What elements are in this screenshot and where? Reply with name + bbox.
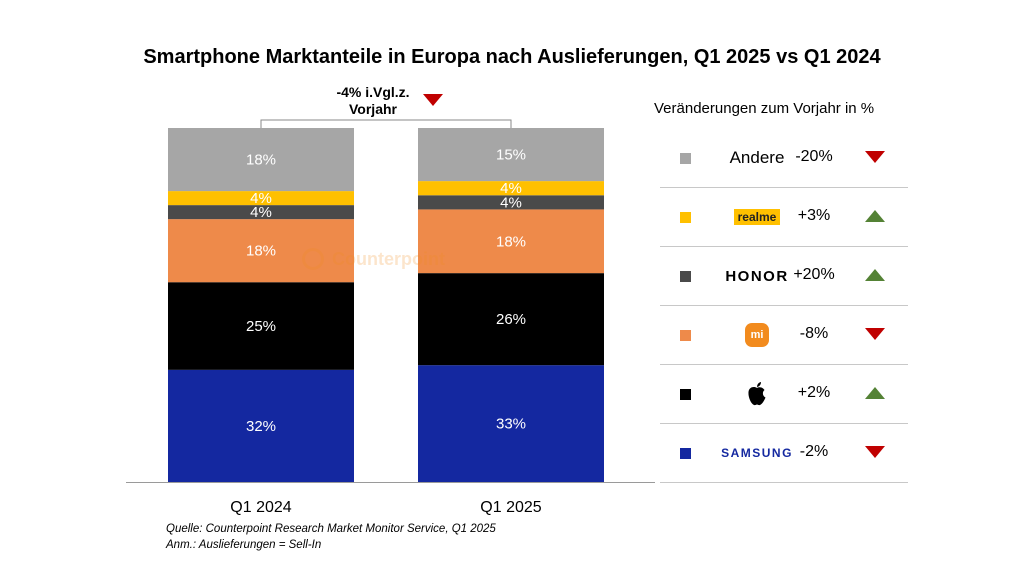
legend-row-samsung: SAMSUNG -2% [660,424,908,483]
bar-segment-realme [168,191,354,206]
legend-change-value: +20% [793,266,835,283]
legend-brand: mi [702,306,812,364]
legend-brand [702,365,812,423]
legend-brand: SAMSUNG [702,424,812,482]
bar-segment-mi [168,219,354,283]
data-label: 4% [500,194,522,211]
legend-swatch [680,271,691,282]
brand-label: Andere [729,148,785,167]
legend-brand: Andere [702,129,812,187]
data-label: 4% [500,180,522,197]
bar-segment-apple [418,273,604,366]
up-arrow-icon [865,387,885,399]
source-note: Quelle: Counterpoint Research Market Mon… [166,521,496,553]
legend-row-honor: HONOR +20% [660,247,908,306]
xiaomi-logo: mi [745,323,769,347]
note-line: Anm.: Auslieferungen = Sell-In [166,539,322,551]
legend-swatch [680,153,691,164]
bar-segment-andere [168,128,354,192]
data-label: 18% [246,152,276,169]
down-arrow-icon [865,328,885,340]
bar-segment-honor [418,195,604,210]
data-label: 4% [250,204,272,221]
data-label: 18% [496,233,526,250]
legend-brand: HONOR [702,247,812,305]
watermark: Counterpoint [302,248,445,270]
counterpoint-logo-icon [302,248,324,270]
legend-change-value: +2% [797,384,831,401]
legend-change-value: +3% [797,207,831,224]
legend-row-mi: mi -8% [660,306,908,365]
data-label: 26% [496,311,526,328]
up-arrow-icon [865,269,885,281]
realme-logo: realme [733,209,781,225]
down-arrow-icon [423,94,443,106]
source-line: Quelle: Counterpoint Research Market Mon… [166,523,496,535]
honor-logo: HONOR [725,267,789,285]
bar-segment-andere [418,128,604,182]
legend-change-value: -2% [799,443,829,460]
down-arrow-icon [865,446,885,458]
legend-change-value: -20% [795,148,833,165]
data-label: 25% [246,318,276,335]
watermark-text: Counterpoint [332,248,445,269]
samsung-logo: SAMSUNG [721,446,793,460]
apple-logo-icon [748,382,766,406]
bar-segment-apple [168,282,354,370]
legend-change-value: -8% [799,325,829,342]
legend-swatch [680,448,691,459]
x-tick-label: Q1 2024 [230,499,291,516]
change-bracket [260,119,512,128]
bar-segment-samsung [168,369,354,482]
x-tick-label: Q1 2025 [480,499,541,516]
bar-segment-mi [418,209,604,274]
down-arrow-icon [865,151,885,163]
legend-swatch [680,330,691,341]
legend-swatch [680,389,691,400]
data-label: 15% [496,147,526,164]
data-label: 4% [250,190,272,207]
data-label: 33% [496,416,526,433]
legend-row-andere: Andere -20% [660,129,908,188]
legend-swatch [680,212,691,223]
legend-row-apple: +2% [660,365,908,424]
legend-row-realme: realme +3% [660,188,908,247]
bar-segment-samsung [418,365,604,482]
bar-segment-realme [418,181,604,196]
total-change-note: -4% i.Vgl.z. Vorjahr [336,84,410,117]
up-arrow-icon [865,210,885,222]
legend-title: Veränderungen zum Vorjahr in % [654,100,875,117]
legend-brand: realme [702,188,812,246]
data-label: 32% [246,418,276,435]
bar-segment-honor [168,205,354,220]
chart-title: Smartphone Marktanteile in Europa nach A… [143,46,881,68]
data-label: 18% [246,243,276,260]
